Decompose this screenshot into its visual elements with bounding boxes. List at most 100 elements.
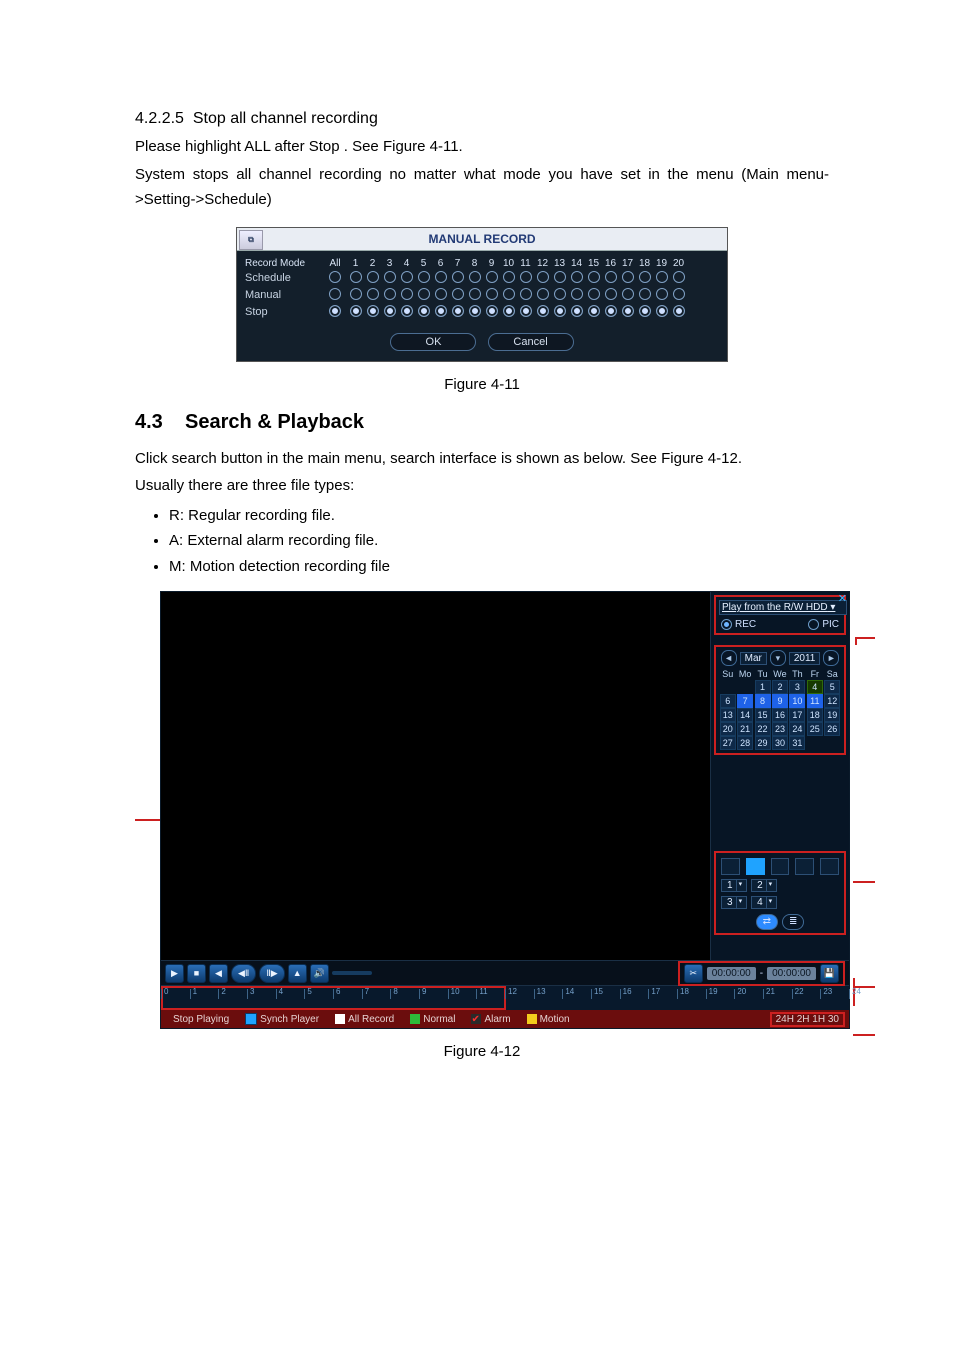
- radio-ch[interactable]: [367, 271, 379, 283]
- cal-day[interactable]: 4: [806, 680, 823, 694]
- radio-ch[interactable]: [622, 271, 634, 283]
- view-3x3-button[interactable]: [771, 858, 790, 875]
- radio-ch[interactable]: [469, 271, 481, 283]
- cal-day[interactable]: 27: [719, 736, 736, 750]
- radio-ch[interactable]: [503, 305, 515, 317]
- radio-ch[interactable]: [384, 305, 396, 317]
- cal-month-select[interactable]: Mar: [740, 652, 767, 665]
- ok-button[interactable]: OK: [390, 333, 476, 351]
- radio-ch[interactable]: [384, 288, 396, 300]
- chevron-down-icon[interactable]: ▾: [770, 650, 786, 666]
- cal-day[interactable]: 24: [789, 722, 806, 736]
- cal-day[interactable]: 14: [736, 708, 753, 722]
- radio-ch[interactable]: [503, 271, 515, 283]
- channel-1-select[interactable]: 1▾: [721, 879, 747, 892]
- radio-ch[interactable]: [656, 288, 668, 300]
- radio-ch[interactable]: [350, 288, 362, 300]
- radio-ch[interactable]: [520, 288, 532, 300]
- radio-ch[interactable]: [571, 305, 583, 317]
- rec-radio[interactable]: REC: [721, 619, 756, 630]
- cal-day[interactable]: 2: [771, 680, 788, 694]
- radio-ch[interactable]: [435, 288, 447, 300]
- radio-ch[interactable]: [401, 271, 413, 283]
- slow-button[interactable]: ▲: [288, 964, 307, 983]
- cal-day[interactable]: 11: [806, 694, 823, 708]
- calendar-grid[interactable]: SuMoTuWeThFrSa12345678910111213141516171…: [719, 668, 841, 750]
- radio-ch[interactable]: [639, 288, 651, 300]
- view-1x1-button[interactable]: [721, 858, 740, 875]
- radio-ch[interactable]: [520, 271, 532, 283]
- radio-ch[interactable]: [605, 305, 617, 317]
- cal-next-button[interactable]: ►: [823, 650, 839, 666]
- radio-ch[interactable]: [673, 288, 685, 300]
- sync-player-toggle[interactable]: Synch Player: [237, 1013, 327, 1025]
- close-icon[interactable]: ✕: [838, 592, 847, 605]
- cal-day[interactable]: 16: [771, 708, 788, 722]
- cal-prev-button[interactable]: ◄: [721, 650, 737, 666]
- cal-day[interactable]: 12: [824, 694, 841, 708]
- radio-ch[interactable]: [367, 288, 379, 300]
- cal-day[interactable]: 9: [771, 694, 788, 708]
- cal-day[interactable]: 13: [719, 708, 736, 722]
- radio-ch[interactable]: [673, 271, 685, 283]
- radio-ch[interactable]: [673, 305, 685, 317]
- radio-all-stop[interactable]: [329, 305, 341, 317]
- pic-radio[interactable]: PIC: [808, 619, 839, 630]
- radio-ch[interactable]: [486, 271, 498, 283]
- radio-ch[interactable]: [537, 305, 549, 317]
- radio-ch[interactable]: [520, 305, 532, 317]
- radio-ch[interactable]: [486, 288, 498, 300]
- radio-ch[interactable]: [452, 288, 464, 300]
- radio-ch[interactable]: [622, 288, 634, 300]
- cal-day[interactable]: 8: [754, 694, 771, 708]
- cal-day[interactable]: 25: [806, 722, 823, 736]
- cal-day[interactable]: 30: [771, 736, 788, 750]
- radio-ch[interactable]: [639, 305, 651, 317]
- cal-day[interactable]: 23: [771, 722, 788, 736]
- file-list-button[interactable]: ≣: [782, 914, 804, 930]
- radio-ch[interactable]: [418, 288, 430, 300]
- frame-back-button[interactable]: ◀Ⅱ: [231, 964, 256, 983]
- radio-all-schedule[interactable]: [329, 271, 341, 283]
- radio-ch[interactable]: [401, 288, 413, 300]
- cal-day[interactable]: 26: [824, 722, 841, 736]
- timeline-zoom-controls[interactable]: 24H 2H 1H 30: [770, 1012, 845, 1027]
- volume-button[interactable]: 🔊: [310, 964, 329, 983]
- cal-day[interactable]: 6: [719, 694, 736, 708]
- radio-ch[interactable]: [571, 288, 583, 300]
- radio-ch[interactable]: [367, 305, 379, 317]
- radio-ch[interactable]: [605, 271, 617, 283]
- prev-frame-button[interactable]: ◀: [209, 964, 228, 983]
- radio-ch[interactable]: [622, 305, 634, 317]
- radio-ch[interactable]: [401, 305, 413, 317]
- radio-ch[interactable]: [418, 305, 430, 317]
- radio-ch[interactable]: [384, 271, 396, 283]
- radio-ch[interactable]: [435, 305, 447, 317]
- cal-day[interactable]: 18: [806, 708, 823, 722]
- view-full-button[interactable]: [820, 858, 839, 875]
- radio-ch[interactable]: [435, 271, 447, 283]
- radio-ch[interactable]: [588, 305, 600, 317]
- radio-ch[interactable]: [486, 305, 498, 317]
- radio-ch[interactable]: [537, 288, 549, 300]
- radio-ch[interactable]: [418, 271, 430, 283]
- cal-day[interactable]: 17: [789, 708, 806, 722]
- play-button[interactable]: ▶: [165, 964, 184, 983]
- source-select[interactable]: Play from the R/W HDD ▾: [719, 600, 847, 615]
- cal-day[interactable]: 5: [824, 680, 841, 694]
- cal-day[interactable]: 1: [754, 680, 771, 694]
- cal-day[interactable]: 7: [736, 694, 753, 708]
- clip-start-button[interactable]: ✂: [684, 964, 703, 983]
- radio-ch[interactable]: [554, 305, 566, 317]
- cal-day[interactable]: 10: [789, 694, 806, 708]
- stop-button[interactable]: ■: [187, 964, 206, 983]
- frame-fwd-button[interactable]: Ⅱ▶: [259, 964, 284, 983]
- cal-year-select[interactable]: 2011: [789, 652, 821, 665]
- cal-day[interactable]: 21: [736, 722, 753, 736]
- radio-ch[interactable]: [554, 288, 566, 300]
- radio-ch[interactable]: [588, 271, 600, 283]
- radio-ch[interactable]: [503, 288, 515, 300]
- radio-ch[interactable]: [639, 271, 651, 283]
- radio-ch[interactable]: [588, 288, 600, 300]
- radio-ch[interactable]: [554, 271, 566, 283]
